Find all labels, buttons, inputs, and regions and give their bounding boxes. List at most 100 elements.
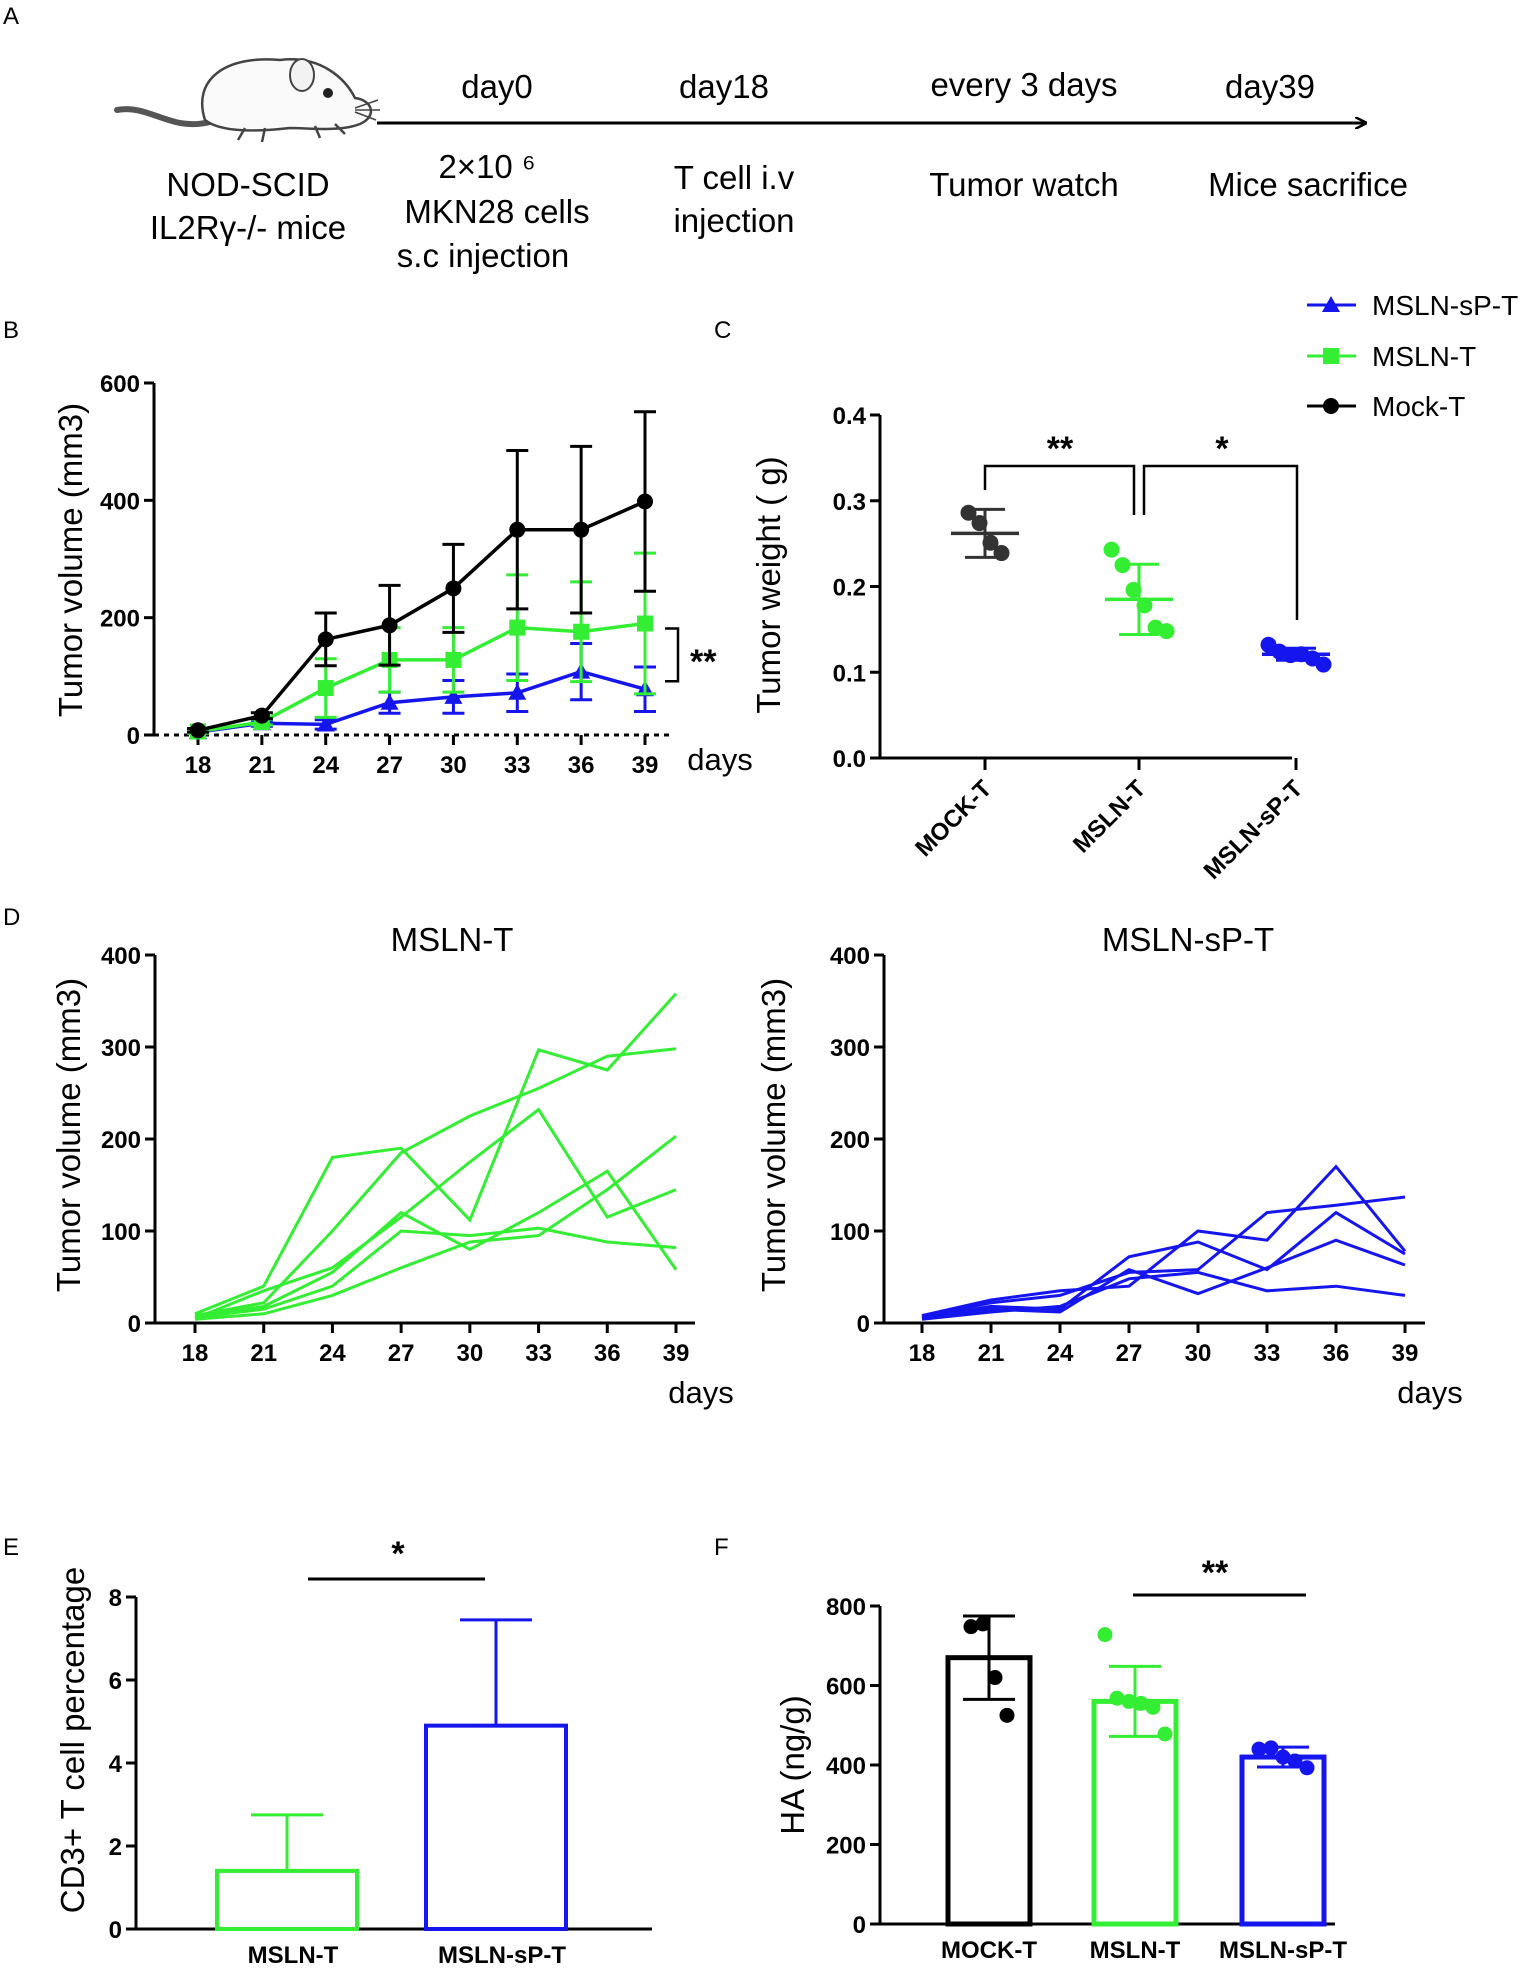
- chart-b-point: [316, 715, 335, 732]
- chart-f-x-tick-label: MOCK-T: [941, 1937, 1037, 1964]
- chart-e-y-label: CD3+ T cell percentage: [54, 1567, 91, 1913]
- chart-chartd2-mouse-line: [921, 1210, 1406, 1319]
- chart-b-y-tick-label: 200: [100, 606, 140, 633]
- chart-f-point: [999, 1707, 1015, 1723]
- chart-chartd2-x-tick-label: 30: [1185, 1340, 1212, 1367]
- chart-chartd1-x-tick-label: 27: [388, 1340, 415, 1367]
- chart-chartd1-y-tick-label: 300: [101, 1035, 141, 1062]
- chart-c-point: [1158, 623, 1175, 640]
- chart-f-point: [1275, 1749, 1291, 1765]
- chart-chartd2-mouse-line: [921, 1164, 1407, 1318]
- chart-chartd1-mouse-line: [194, 1226, 677, 1319]
- event-day18-line-1: T cell i.v: [674, 159, 795, 196]
- chart-b-x-tick-label: 18: [185, 752, 212, 779]
- chart-chartd1-mouse-line: [194, 1107, 677, 1320]
- chart-f-y-tick-label: 800: [826, 1594, 866, 1621]
- chart-f-point: [1287, 1753, 1303, 1769]
- mouse-whiskers: [354, 99, 380, 121]
- chart-f-point: [1299, 1760, 1315, 1776]
- chart-chartd1-x-tick-label: 36: [594, 1340, 621, 1367]
- mouse-body: [200, 58, 373, 132]
- chart-chartd1-x-tick-label: 18: [182, 1340, 209, 1367]
- chart-c-comparison-label-2: *: [1215, 430, 1229, 468]
- chart-chartd1-x-tick-label: 39: [663, 1340, 690, 1367]
- chart-chartd2-y-tick-label: 0: [857, 1311, 870, 1338]
- chart-chartd1-mouse-line: [194, 1047, 677, 1318]
- chart-f-point: [1097, 1627, 1113, 1643]
- chart-b-y-tick-label: 600: [100, 371, 140, 398]
- chart-b-point: [573, 521, 590, 538]
- legend-label-msln-t: MSLN-T: [1372, 341, 1476, 372]
- chart-e-y-tick-label: 8: [109, 1585, 122, 1612]
- chart-f-y-tick-label: 0: [853, 1912, 866, 1939]
- mouse-tail: [114, 106, 213, 128]
- chart-b-point: [445, 651, 462, 668]
- chart-chartd1-x-tick-label: 21: [250, 1340, 277, 1367]
- chart-chartd2-y-label: Tumor volume (mm3): [755, 978, 792, 1292]
- chart-b-point: [637, 493, 653, 510]
- chart-b-series-line: [197, 621, 646, 734]
- chart-chartd2-mouse-line: [921, 1270, 1406, 1321]
- chart-c-y-tick-label: 0.3: [833, 489, 866, 516]
- event-every3-label: every 3 days: [930, 66, 1117, 103]
- chart-c-comparison-label-1: **: [1047, 430, 1074, 468]
- chart-f-x-tick-label: MSLN-sP-T: [1219, 1937, 1347, 1964]
- chart-chartd1-y-tick-label: 200: [101, 1127, 141, 1154]
- mouse-illustration: [114, 58, 380, 143]
- chart-b-point: [317, 631, 334, 648]
- chart-b-x-tick-label: 24: [312, 752, 339, 779]
- chart-e-y-tick-label: 6: [109, 1668, 122, 1695]
- mouse-eye: [323, 88, 333, 98]
- chart-chartd2-y-tick-label: 200: [830, 1127, 870, 1154]
- chart-e-x-tick-label: MSLN-sP-T: [438, 1942, 566, 1969]
- chart-d-msln-sp-t: 0 100 200 300 400 18 21 24 27 30 33 36 39 MSLN-sP-T da…: [755, 921, 1463, 1410]
- chart-b-point: [508, 683, 527, 700]
- chart-chartd1-x-label: days: [668, 1375, 733, 1410]
- chart-chartd1-x-tick-label: 30: [457, 1340, 484, 1367]
- legend: MSLN-sP-T MSLN-T Mock-T: [1307, 290, 1518, 422]
- panel-letter-a: A: [3, 3, 19, 30]
- chart-b-series-line: [197, 499, 646, 733]
- chart-c-y-label: Tumor weight ( g): [750, 456, 787, 713]
- panel-letter-d: D: [3, 904, 20, 931]
- chart-chartd1-title: MSLN-T: [391, 921, 514, 958]
- chart-b-x-tick-label: 21: [249, 752, 276, 779]
- event-day18-line-2: injection: [673, 202, 794, 239]
- chart-chartd2-x-tick-label: 24: [1047, 1340, 1074, 1367]
- chart-f-y-tick-label: 600: [826, 1674, 866, 1701]
- chart-b-point: [190, 722, 206, 739]
- event-day18-label: day18: [679, 68, 769, 105]
- chart-chartd2-x-tick-label: 36: [1323, 1340, 1350, 1367]
- chart-e-y-tick-label: 2: [109, 1834, 122, 1861]
- chart-b-significance: **: [690, 643, 717, 681]
- chart-c-tumor-weight: 0.0 0.1 0.2 0.3 0.4 Tumor weight ( g) MOCK-T MS…: [750, 403, 1332, 885]
- chart-chartd1-mouse-line: [194, 992, 678, 1316]
- chart-b-point: [445, 580, 462, 597]
- chart-b-y-label: Tumor volume (mm3): [52, 403, 89, 717]
- chart-chartd2-y-tick-label: 100: [830, 1219, 870, 1246]
- chart-c-comparison-bracket-1: [983, 464, 1136, 515]
- chart-chartd1-x-tick-label: 33: [525, 1340, 552, 1367]
- chart-c-x-tick-label: MOCK-T: [910, 775, 997, 862]
- chart-e-y-tick-label: 4: [109, 1751, 123, 1778]
- chart-chartd2-x-tick-label: 33: [1254, 1340, 1281, 1367]
- event-day0-line-2: MKN28 cells: [404, 193, 589, 230]
- chart-f-x-tick-label: MSLN-T: [1090, 1937, 1181, 1964]
- legend-marker-triangle: [1322, 296, 1340, 312]
- chart-b-x-tick-label: 27: [376, 752, 403, 779]
- chart-b-x-tick-label: 39: [632, 752, 659, 779]
- mouse-label-2: IL2Rγ-/- mice: [150, 209, 346, 246]
- chart-b-x-tick-label: 36: [568, 752, 595, 779]
- chart-chartd1-y-tick-label: 0: [128, 1311, 141, 1338]
- chart-f-significance: **: [1202, 1554, 1229, 1592]
- mouse-legs: [236, 123, 346, 143]
- event-day0-line-1: 2×10 ⁶: [438, 148, 535, 185]
- chart-b-y-tick-label: 400: [100, 488, 140, 515]
- chart-b-x-label: days: [687, 742, 752, 777]
- chart-e-cd3-percentage: 0 2 4 6 8 CD3+ T cell percentage MSLN-T MSLN-sP…: [54, 1535, 652, 1969]
- panel-letter-c: C: [714, 317, 731, 344]
- chart-b-x-tick-label: 30: [440, 752, 467, 779]
- chart-c-x-tick-label: MSLN-sP-T: [1199, 775, 1309, 885]
- chart-chartd2-x-tick-label: 21: [978, 1340, 1005, 1367]
- chart-f-point: [1157, 1726, 1173, 1742]
